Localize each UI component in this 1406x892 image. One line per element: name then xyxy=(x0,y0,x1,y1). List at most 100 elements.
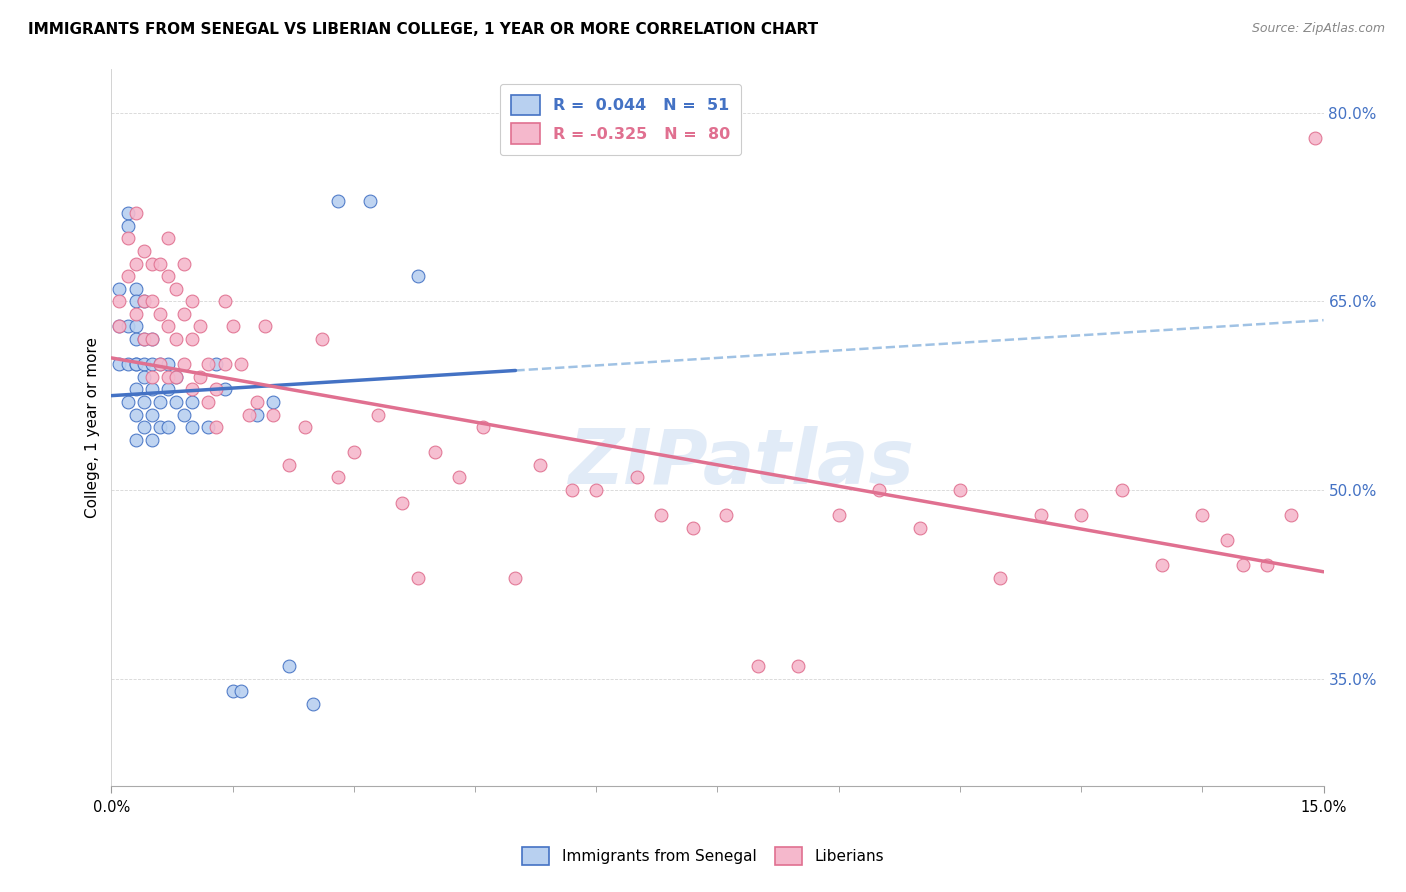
Point xyxy=(108,357,131,371)
Y-axis label: College, 1 year or more: College, 1 year or more xyxy=(86,336,100,517)
Point xyxy=(868,483,890,497)
Point xyxy=(181,420,204,434)
Point xyxy=(343,445,366,459)
Point xyxy=(117,319,139,334)
Point xyxy=(132,420,155,434)
Point xyxy=(229,684,252,698)
Point xyxy=(124,357,146,371)
Point xyxy=(1279,508,1302,523)
Point xyxy=(149,357,172,371)
Point xyxy=(141,357,163,371)
Point xyxy=(124,307,146,321)
Point xyxy=(828,508,851,523)
Point xyxy=(1215,533,1237,548)
Point xyxy=(117,231,139,245)
Point xyxy=(149,420,172,434)
Point xyxy=(1256,558,1278,573)
Point xyxy=(124,319,146,334)
Point xyxy=(585,483,607,497)
Point xyxy=(1111,483,1133,497)
Point xyxy=(682,521,704,535)
Point xyxy=(132,244,155,258)
Legend: Immigrants from Senegal, Liberians: Immigrants from Senegal, Liberians xyxy=(516,841,890,871)
Point xyxy=(132,369,155,384)
Point xyxy=(173,307,195,321)
Point xyxy=(472,420,495,434)
Point xyxy=(359,194,381,208)
Point xyxy=(197,357,219,371)
Point xyxy=(302,697,325,711)
Point xyxy=(108,319,131,334)
Point xyxy=(205,357,228,371)
Point xyxy=(124,256,146,270)
Point xyxy=(214,382,236,396)
Point xyxy=(221,319,243,334)
Point xyxy=(165,395,187,409)
Point xyxy=(149,357,172,371)
Point xyxy=(117,357,139,371)
Point xyxy=(165,369,187,384)
Point xyxy=(423,445,446,459)
Point xyxy=(246,408,269,422)
Point xyxy=(238,408,260,422)
Point xyxy=(141,294,163,309)
Point xyxy=(149,307,172,321)
Point xyxy=(197,420,219,434)
Point xyxy=(117,206,139,220)
Point xyxy=(141,256,163,270)
Point xyxy=(505,571,527,585)
Legend: R =  0.044   N =  51, R = -0.325   N =  80: R = 0.044 N = 51, R = -0.325 N = 80 xyxy=(501,84,741,155)
Point xyxy=(124,206,146,220)
Point xyxy=(173,408,195,422)
Point xyxy=(294,420,316,434)
Point xyxy=(1029,508,1052,523)
Point xyxy=(326,194,349,208)
Point xyxy=(165,282,187,296)
Point xyxy=(141,433,163,447)
Point xyxy=(650,508,672,523)
Point xyxy=(181,382,204,396)
Point xyxy=(262,408,284,422)
Point xyxy=(188,369,211,384)
Point xyxy=(246,395,269,409)
Text: Source: ZipAtlas.com: Source: ZipAtlas.com xyxy=(1251,22,1385,36)
Point xyxy=(391,495,413,509)
Point xyxy=(214,294,236,309)
Point xyxy=(141,332,163,346)
Point xyxy=(205,382,228,396)
Point xyxy=(1070,508,1092,523)
Point xyxy=(326,470,349,484)
Point xyxy=(165,332,187,346)
Point xyxy=(149,256,172,270)
Point xyxy=(278,659,301,673)
Point xyxy=(108,319,131,334)
Point xyxy=(1305,130,1327,145)
Point xyxy=(714,508,737,523)
Point xyxy=(132,332,155,346)
Point xyxy=(262,395,284,409)
Point xyxy=(205,420,228,434)
Point xyxy=(156,369,179,384)
Point xyxy=(108,282,131,296)
Point xyxy=(367,408,389,422)
Point xyxy=(408,571,430,585)
Point xyxy=(181,294,204,309)
Point xyxy=(117,395,139,409)
Point xyxy=(141,369,163,384)
Point xyxy=(132,357,155,371)
Point xyxy=(108,294,131,309)
Point xyxy=(124,282,146,296)
Point xyxy=(408,269,430,284)
Point xyxy=(1232,558,1254,573)
Point xyxy=(221,684,243,698)
Point xyxy=(124,433,146,447)
Point xyxy=(165,369,187,384)
Point xyxy=(132,294,155,309)
Point xyxy=(156,231,179,245)
Point xyxy=(529,458,551,472)
Point xyxy=(311,332,333,346)
Point xyxy=(197,395,219,409)
Point xyxy=(1191,508,1213,523)
Point xyxy=(949,483,972,497)
Point xyxy=(787,659,810,673)
